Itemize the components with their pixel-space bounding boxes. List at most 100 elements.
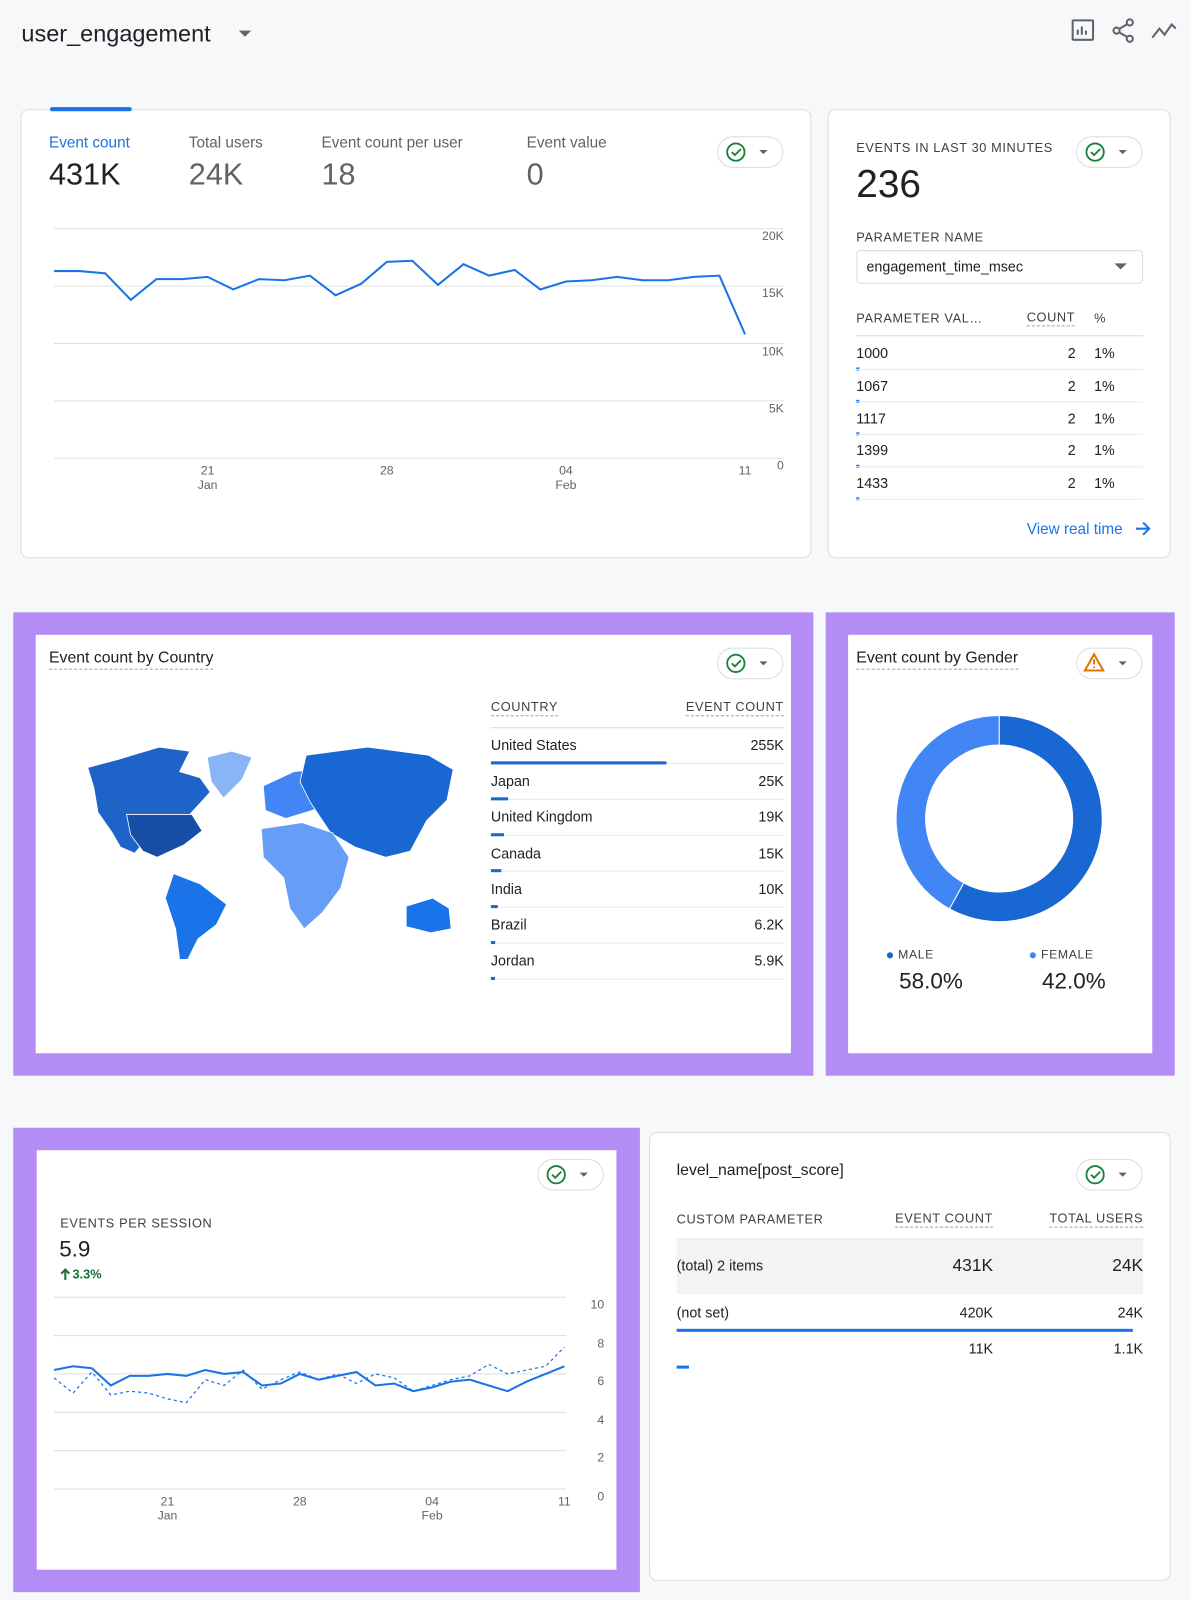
country-name: Canada	[490, 844, 541, 861]
total-row	[676, 1240, 1144, 1295]
table-cell: 1%	[1094, 409, 1115, 427]
map-greenland	[206, 750, 253, 799]
value-label: 255K	[750, 736, 784, 754]
check-icon	[1085, 142, 1105, 162]
column-header: COUNTRY	[490, 700, 559, 717]
check-mark	[1090, 1170, 1101, 1180]
bar	[490, 940, 496, 945]
y-tick-label: 0	[776, 458, 784, 473]
link-arrow[interactable]	[1135, 521, 1151, 536]
realtime-title: EVENTS IN LAST 30 MINUTES	[856, 140, 1053, 155]
share-icon-node	[1125, 18, 1134, 27]
table-cell: (total) 2 items	[676, 1257, 764, 1274]
bar	[490, 761, 667, 765]
y-tick-label: 0	[597, 1489, 605, 1504]
metric-value: 24K	[188, 157, 244, 192]
table-cell: 1%	[1094, 344, 1115, 362]
map-usa	[126, 814, 203, 858]
metric-label[interactable]: Total users	[188, 134, 263, 152]
table-cell: 24K	[1117, 1304, 1144, 1321]
chip-caret	[1118, 150, 1127, 155]
value-label: 5.9K	[754, 952, 784, 969]
share-icon[interactable]	[1112, 26, 1121, 35]
chip-caret	[759, 150, 768, 155]
table-cell: 1%	[1094, 474, 1115, 492]
params-card	[649, 1131, 1171, 1581]
x-tick-label: 04 Feb	[421, 1494, 443, 1523]
legend-label: MALE	[898, 947, 934, 962]
table-cell: 431K	[952, 1255, 994, 1275]
column-header: TOTAL USERS	[1049, 1211, 1144, 1228]
y-tick-label: 10	[590, 1297, 605, 1312]
world-map	[87, 746, 454, 960]
x-tick-label: 21 Jan	[157, 1494, 178, 1523]
check-mark	[551, 1170, 562, 1180]
value-label: 58.0%	[899, 967, 963, 994]
country-name: Japan	[490, 772, 530, 790]
donut-segment	[895, 714, 1000, 910]
country-name: Brazil	[490, 916, 527, 933]
y-tick-label: 2	[597, 1450, 605, 1466]
value-label: 25K	[758, 772, 784, 790]
check-mark	[731, 659, 742, 668]
x-tick-label: 21 Jan	[197, 463, 218, 492]
table-cell: 2	[1067, 377, 1076, 394]
chip-caret	[1118, 1172, 1127, 1177]
table-cell: 1067	[856, 377, 889, 394]
insights-icon[interactable]	[1151, 22, 1177, 39]
table-cell: (not set)	[676, 1304, 730, 1321]
kpi-value: 5.9	[59, 1236, 91, 1262]
x-tick-label: 11	[558, 1494, 571, 1509]
country-name: Jordan	[490, 952, 535, 969]
customize-icon[interactable]	[1071, 19, 1095, 41]
country-name: United States	[490, 736, 577, 754]
table-cell: 11K	[968, 1339, 994, 1357]
bar	[490, 905, 498, 909]
y-tick-label: 4	[597, 1412, 605, 1427]
x-tick-label: 04 Feb	[555, 463, 577, 492]
parameter-label: PARAMETER NAME	[856, 230, 984, 245]
check-icon	[726, 142, 746, 162]
session-card	[36, 1150, 617, 1570]
column-header: %	[1094, 311, 1107, 326]
bar	[490, 869, 502, 873]
column-header: EVENT COUNT	[895, 1211, 994, 1228]
check-icon	[726, 653, 746, 673]
view-realtime-link[interactable]: View real time	[1026, 520, 1123, 539]
value-label: 42.0%	[1042, 967, 1106, 994]
value-label: 19K	[758, 808, 784, 825]
realtime-value: 236	[856, 163, 921, 207]
map-africa	[260, 822, 350, 930]
overview-card	[20, 109, 812, 559]
column-header: PARAMETER VAL…	[856, 311, 983, 326]
map-south-america	[164, 873, 228, 960]
y-tick-label: 8	[597, 1335, 605, 1350]
dropdown-caret[interactable]	[238, 30, 252, 37]
table-cell: 2	[1067, 442, 1076, 459]
table-cell: 1.1K	[1113, 1339, 1144, 1357]
line	[53, 1365, 565, 1393]
value-label: 10K	[758, 880, 784, 897]
toolbar	[1071, 18, 1177, 43]
table-cell: 1433	[856, 474, 889, 492]
column-header: CUSTOM PARAMETER	[676, 1212, 824, 1227]
y-tick-label: 15K	[762, 286, 784, 301]
x-tick-label: 28	[292, 1494, 307, 1509]
table-cell: 2	[1067, 409, 1076, 427]
line	[53, 1346, 565, 1404]
bar	[490, 833, 504, 837]
delta-arrow	[60, 1268, 71, 1280]
table-cell: 1117	[856, 409, 886, 427]
check-icon	[1085, 1165, 1105, 1185]
status-chip[interactable]	[1076, 647, 1143, 680]
metric-label[interactable]: Event value	[526, 134, 607, 152]
legend-dot	[1029, 952, 1036, 959]
metric-label[interactable]: Event count	[48, 134, 130, 152]
card-title: Event count by Country	[48, 649, 214, 670]
table-cell: 420K	[959, 1304, 994, 1321]
check-mark	[1090, 148, 1101, 157]
metric-value: 0	[526, 157, 544, 192]
metric-label[interactable]: Event count per user	[321, 134, 463, 152]
kpi-title: EVENTS PER SESSION	[60, 1216, 213, 1231]
parameter-select[interactable]	[856, 250, 1144, 284]
